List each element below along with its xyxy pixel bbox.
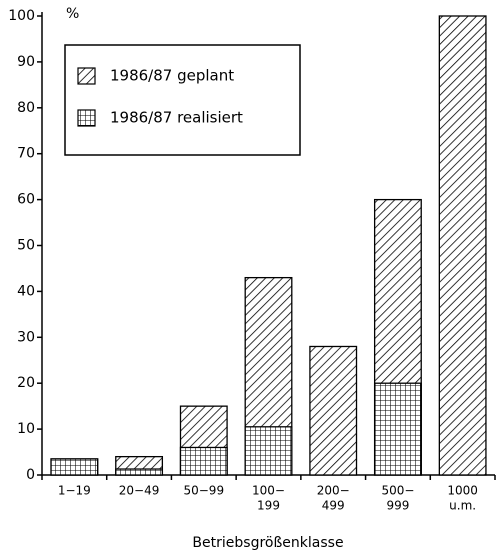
x-tick-label: u.m. [449,499,476,513]
legend-label: 1986/87 realisiert [110,109,243,127]
y-tick-label: 10 [17,421,35,437]
y-tick-label: 0 [26,467,35,483]
x-tick-label: 1−19 [58,484,91,498]
legend-box [64,44,301,156]
legend-swatch [77,109,96,127]
x-tick-label: 499 [322,499,345,513]
y-tick-label: 40 [17,283,35,299]
x-tick-label: 20−49 [119,484,160,498]
y-tick-label: 100 [8,8,35,24]
y-tick-label: 20 [17,375,35,391]
bar [438,15,487,476]
y-tick-label: 80 [17,100,35,116]
x-axis-label: Betriebsgrößenklasse [192,535,343,551]
y-tick-label: 30 [17,329,35,345]
bar [244,426,293,476]
bar [179,446,228,476]
x-tick-label: 200− [317,484,350,498]
x-tick-label: 50−99 [183,484,224,498]
bar [373,382,422,476]
y-tick-label: 70 [17,146,35,162]
y-unit: % [66,6,79,22]
x-tick-label: 999 [386,499,409,513]
x-tick-label: 199 [257,499,280,513]
y-tick-label: 50 [17,238,35,254]
y-tick-label: 60 [17,192,35,208]
bar [50,458,99,476]
y-tick-label: 90 [17,54,35,70]
legend-swatch [77,67,96,85]
bar [309,345,358,476]
legend-label: 1986/87 geplant [110,67,234,85]
x-tick-label: 100− [252,484,285,498]
x-tick-label: 1000 [447,484,478,498]
x-tick-label: 500− [381,484,414,498]
bar [115,468,164,476]
